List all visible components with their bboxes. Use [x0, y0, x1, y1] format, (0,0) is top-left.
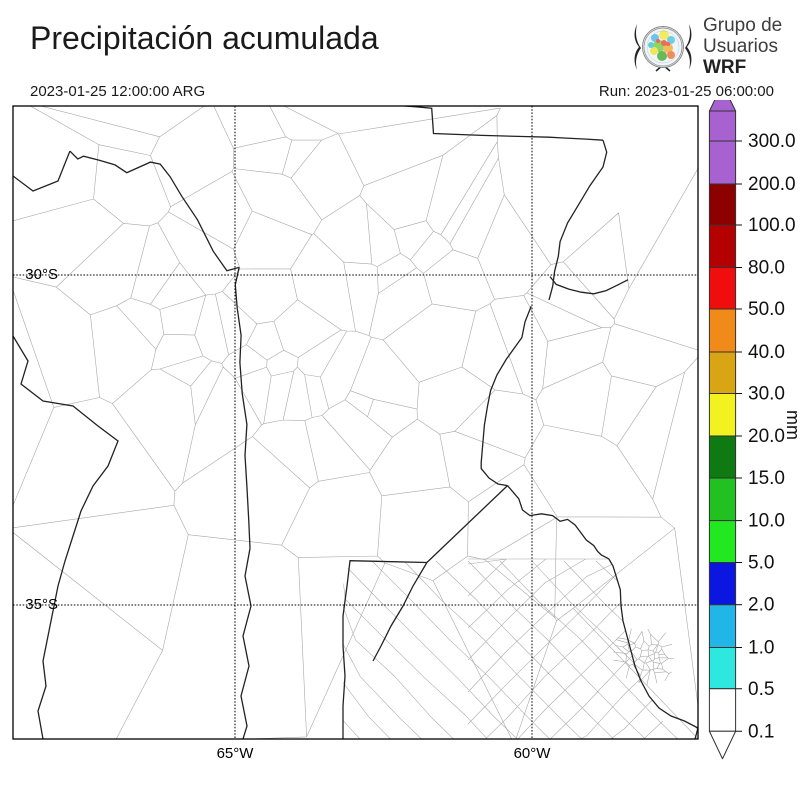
svg-text:1.0: 1.0	[748, 638, 774, 659]
svg-text:15.0: 15.0	[748, 468, 785, 489]
svg-text:30.0: 30.0	[748, 384, 785, 405]
svg-text:100.0: 100.0	[748, 215, 796, 236]
svg-text:300.0: 300.0	[748, 131, 796, 152]
svg-text:40.0: 40.0	[748, 342, 785, 363]
svg-text:0.5: 0.5	[748, 679, 774, 700]
svg-text:20.0: 20.0	[748, 426, 785, 447]
svg-text:50.0: 50.0	[748, 299, 785, 320]
svg-text:10.0: 10.0	[748, 511, 785, 532]
svg-text:0.1: 0.1	[748, 721, 774, 742]
svg-text:200.0: 200.0	[748, 174, 796, 195]
svg-text:5.0: 5.0	[748, 553, 774, 574]
svg-text:80.0: 80.0	[748, 258, 785, 279]
svg-text:2.0: 2.0	[748, 595, 774, 616]
